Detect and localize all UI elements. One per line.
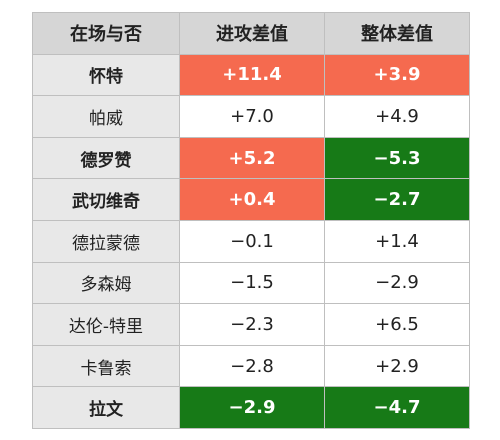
player-name: 帕威 [32, 95, 180, 138]
row: 卡鲁索 −2.8 +2.9 [32, 344, 470, 388]
row: 德罗赞 +5.2 −5.3 [32, 136, 470, 180]
offense-diff: +5.2 [179, 136, 325, 180]
player-name: 怀特 [32, 53, 180, 97]
player-name: 武切维奇 [32, 178, 180, 221]
header-row: 在场与否 进攻差值 整体差值 [32, 12, 470, 55]
header-cell: 进攻差值 [179, 12, 325, 55]
stats-table: 在场与否 进攻差值 整体差值 怀特 +11.4 +3.9 帕威 +7.0 +4.… [32, 12, 470, 429]
overall-diff: −4.7 [324, 386, 470, 429]
offense-diff: −1.5 [179, 261, 325, 305]
overall-diff: −5.3 [324, 136, 470, 180]
row: 拉文 −2.9 −4.7 [32, 386, 470, 429]
row: 达伦-特里 −2.3 +6.5 [32, 303, 470, 346]
row: 怀特 +11.4 +3.9 [32, 53, 470, 97]
row: 帕威 +7.0 +4.9 [32, 95, 470, 138]
offense-diff: −0.1 [179, 219, 325, 263]
player-name: 德罗赞 [32, 136, 180, 180]
player-name: 拉文 [32, 386, 180, 429]
row: 多森姆 −1.5 −2.9 [32, 261, 470, 305]
overall-diff: +1.4 [324, 219, 470, 263]
overall-diff: −2.7 [324, 178, 470, 221]
overall-diff: +2.9 [324, 344, 470, 388]
overall-diff: +6.5 [324, 303, 470, 346]
row: 德拉蒙德 −0.1 +1.4 [32, 219, 470, 263]
header-cell: 在场与否 [32, 12, 180, 55]
offense-diff: +11.4 [179, 53, 325, 97]
player-name: 卡鲁索 [32, 344, 180, 388]
player-name: 多森姆 [32, 261, 180, 305]
overall-diff: −2.9 [324, 261, 470, 305]
offense-diff: −2.9 [179, 386, 325, 429]
offense-diff: −2.8 [179, 344, 325, 388]
overall-diff: +3.9 [324, 53, 470, 97]
header-cell: 整体差值 [324, 12, 470, 55]
player-name: 德拉蒙德 [32, 219, 180, 263]
overall-diff: +4.9 [324, 95, 470, 138]
offense-diff: −2.3 [179, 303, 325, 346]
player-name: 达伦-特里 [32, 303, 180, 346]
offense-diff: +7.0 [179, 95, 325, 138]
offense-diff: +0.4 [179, 178, 325, 221]
row: 武切维奇 +0.4 −2.7 [32, 178, 470, 221]
